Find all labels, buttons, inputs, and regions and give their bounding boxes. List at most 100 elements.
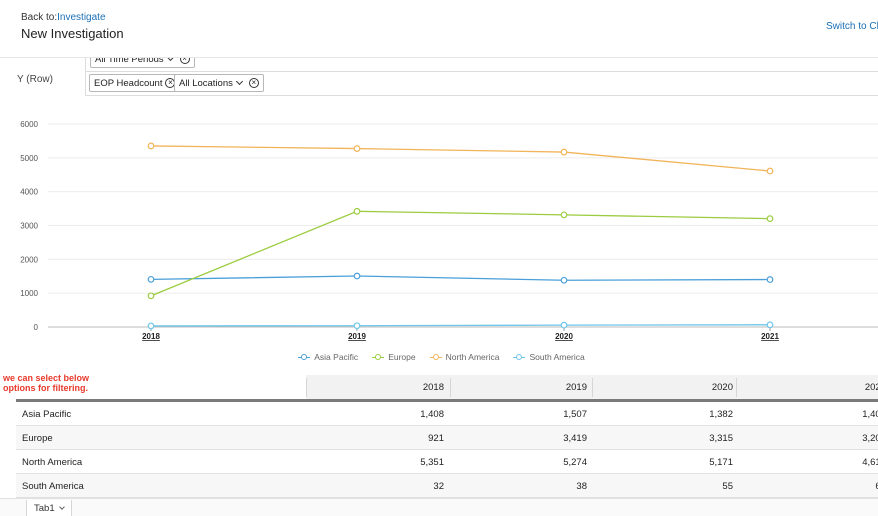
y-tick-label: 2000 bbox=[20, 255, 38, 264]
data-point bbox=[353, 322, 361, 330]
data-point bbox=[766, 215, 774, 223]
data-point bbox=[560, 148, 568, 156]
data-point bbox=[766, 276, 774, 283]
table-row[interactable]: Europe 921 3,419 3,315 3,203 bbox=[16, 426, 878, 450]
series-line bbox=[150, 324, 771, 327]
legend-label: South America bbox=[529, 352, 585, 362]
data-point bbox=[353, 272, 361, 280]
legend-item[interactable]: South America bbox=[513, 350, 585, 364]
filter-area: Y (Row) All Time Periods × EOP Headcount… bbox=[0, 50, 878, 98]
legend-item[interactable]: Europe bbox=[372, 350, 416, 364]
table-row[interactable]: South America 32 38 55 65 bbox=[16, 474, 878, 498]
switch-view-link[interactable]: Switch to Cl bbox=[826, 21, 878, 32]
series-line bbox=[150, 275, 771, 281]
column-header-2021[interactable]: 2021 bbox=[864, 382, 878, 393]
breadcrumb: Back to:Investigate bbox=[21, 12, 106, 23]
remove-chip-icon[interactable]: × bbox=[248, 78, 259, 88]
legend-marker bbox=[301, 354, 308, 360]
x-tick-label: 2019 bbox=[348, 332, 366, 341]
table-row[interactable]: North America 5,351 5,274 5,171 4,610 bbox=[16, 450, 878, 474]
x-tick-label: 2020 bbox=[555, 332, 573, 341]
data-point bbox=[147, 142, 155, 150]
data-point bbox=[560, 211, 568, 219]
chip-label: EOP Headcount bbox=[94, 77, 163, 89]
legend-swatch-icon bbox=[372, 353, 385, 361]
row-label: Europe bbox=[22, 433, 53, 444]
legend-label: North America bbox=[445, 352, 500, 362]
table-header: 2018 2019 2020 2021 bbox=[306, 375, 878, 399]
tab-bar: Tab1 bbox=[0, 498, 878, 516]
table-cell: 921 bbox=[428, 433, 444, 444]
table-cell: 1,403 bbox=[862, 409, 878, 420]
table-row[interactable]: Asia Pacific 1,408 1,507 1,382 1,403 bbox=[16, 402, 878, 426]
legend-swatch-icon bbox=[513, 353, 526, 361]
back-to-investigate-link[interactable]: Investigate bbox=[57, 12, 106, 23]
y-tick-label: 5000 bbox=[20, 154, 38, 163]
data-point bbox=[353, 207, 361, 215]
y-drop-zone[interactable]: EOP Headcount × All Locations × bbox=[85, 70, 878, 96]
y-tick-label: 3000 bbox=[20, 222, 38, 231]
legend-item[interactable]: North America bbox=[429, 350, 500, 364]
header-rule bbox=[16, 399, 878, 402]
data-point bbox=[560, 321, 568, 329]
table-cell: 3,315 bbox=[709, 433, 733, 444]
chevron-down-icon[interactable] bbox=[58, 503, 65, 510]
legend-marker bbox=[432, 354, 439, 360]
column-divider bbox=[306, 378, 307, 397]
tab-tab1[interactable]: Tab1 bbox=[26, 500, 72, 516]
table-cell: 1,507 bbox=[563, 409, 587, 420]
series-line bbox=[150, 210, 771, 297]
table-cell: 38 bbox=[576, 481, 587, 492]
chip-label: All Time Periods bbox=[95, 53, 164, 65]
table-cell: 65 bbox=[875, 481, 878, 492]
column-header-2018[interactable]: 2018 bbox=[422, 382, 444, 393]
table-cell: 32 bbox=[433, 481, 444, 492]
table-cell: 55 bbox=[722, 481, 733, 492]
column-header-2020[interactable]: 2020 bbox=[711, 382, 733, 393]
row-label: South America bbox=[22, 481, 84, 492]
legend-marker bbox=[516, 354, 523, 360]
table-cell: 5,274 bbox=[563, 457, 587, 468]
chip-label: All Locations bbox=[179, 77, 233, 89]
table-cell: 4,610 bbox=[862, 457, 878, 468]
legend-label: Europe bbox=[388, 352, 416, 362]
y-tick-label: 0 bbox=[34, 323, 39, 332]
legend-swatch-icon bbox=[429, 353, 442, 361]
filter-chip-all-locations[interactable]: All Locations × bbox=[174, 74, 264, 92]
legend-item[interactable]: Asia Pacific bbox=[298, 350, 358, 364]
table-cell: 3,419 bbox=[563, 433, 587, 444]
row-label: North America bbox=[22, 457, 83, 468]
column-divider bbox=[592, 378, 593, 397]
table-cell: 3,203 bbox=[862, 433, 878, 444]
chart-legend: Asia Pacific Europe North America South Ame… bbox=[0, 350, 878, 364]
data-point bbox=[147, 275, 155, 283]
column-header-2019[interactable]: 2019 bbox=[565, 382, 587, 393]
x-tick-label: 2018 bbox=[142, 332, 160, 341]
data-point bbox=[766, 167, 774, 175]
chevron-down-icon[interactable] bbox=[235, 77, 243, 86]
tab-label: Tab1 bbox=[34, 502, 55, 514]
data-point bbox=[766, 321, 774, 329]
x-tick-label: 2021 bbox=[761, 332, 779, 341]
legend-label: Asia Pacific bbox=[314, 352, 359, 362]
data-point bbox=[560, 276, 568, 284]
back-prefix: Back to: bbox=[21, 12, 58, 23]
data-point bbox=[147, 322, 155, 330]
y-tick-label: 6000 bbox=[20, 120, 38, 129]
legend-swatch-icon bbox=[298, 353, 311, 361]
filter-chip-eop-headcount[interactable]: EOP Headcount × bbox=[89, 74, 181, 92]
column-divider bbox=[736, 378, 737, 397]
page-header: Back to:Investigate New Investigation Sw… bbox=[0, 0, 878, 58]
data-point bbox=[147, 292, 155, 300]
y-tick-label: 1000 bbox=[20, 289, 38, 298]
series-line bbox=[150, 145, 771, 172]
page-title: New Investigation bbox=[21, 26, 124, 41]
table-cell: 5,351 bbox=[420, 457, 444, 468]
column-divider bbox=[450, 378, 451, 397]
headcount-line-chart: 0 1000 2000 3000 4000 5000 6000 2018 2019 2020 202… bbox=[0, 110, 878, 370]
data-point bbox=[353, 145, 361, 152]
chart-canvas: 0 1000 2000 3000 4000 5000 6000 2018 2019 2020 202… bbox=[20, 120, 878, 341]
table-cell: 5,171 bbox=[709, 457, 733, 468]
y-tick-label: 4000 bbox=[20, 188, 38, 197]
